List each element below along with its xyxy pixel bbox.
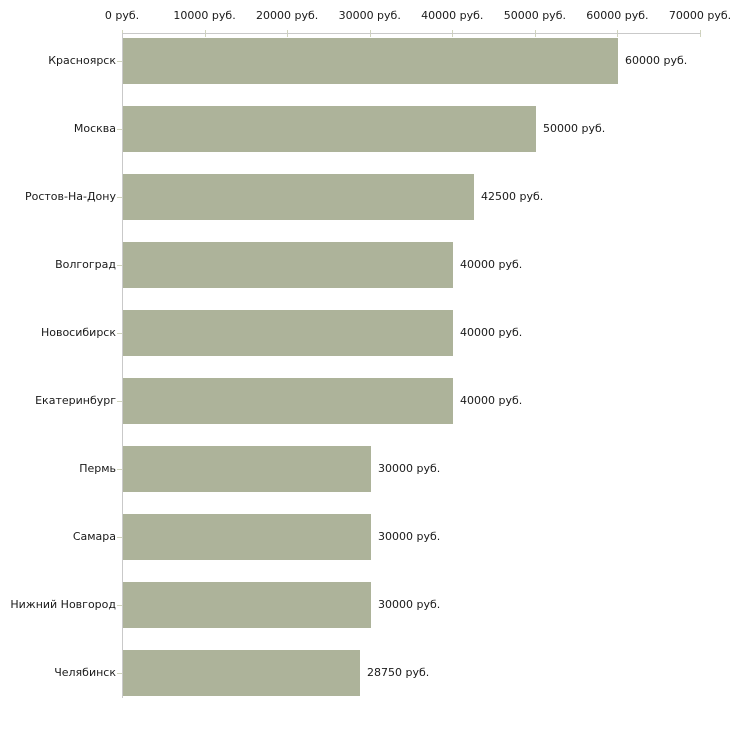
bar — [123, 174, 474, 220]
y-tick-mark — [117, 605, 122, 606]
value-label: 40000 руб. — [460, 258, 523, 271]
category-label: Екатеринбург — [35, 394, 116, 407]
x-tick-label: 40000 руб. — [421, 9, 484, 22]
category-label: Пермь — [79, 462, 116, 475]
value-label: 42500 руб. — [481, 190, 544, 203]
x-axis-line — [122, 33, 701, 34]
x-tick-label: 30000 руб. — [338, 9, 401, 22]
y-tick-mark — [117, 537, 122, 538]
y-tick-mark — [117, 673, 122, 674]
value-label: 60000 руб. — [625, 54, 688, 67]
value-label: 40000 руб. — [460, 326, 523, 339]
x-tick-label: 0 руб. — [104, 9, 140, 22]
value-label: 30000 руб. — [378, 462, 441, 475]
value-label: 50000 руб. — [543, 122, 606, 135]
bar — [123, 242, 453, 288]
x-tick-label: 60000 руб. — [586, 9, 649, 22]
x-tick-label: 50000 руб. — [503, 9, 566, 22]
y-tick-mark — [117, 401, 122, 402]
value-label: 30000 руб. — [378, 598, 441, 611]
y-tick-mark — [117, 333, 122, 334]
value-label: 30000 руб. — [378, 530, 441, 543]
bar — [123, 650, 360, 696]
value-label: 40000 руб. — [460, 394, 523, 407]
y-axis-line — [122, 33, 123, 698]
category-label: Волгоград — [55, 258, 116, 271]
bar — [123, 106, 536, 152]
category-label: Москва — [73, 122, 116, 135]
bar — [123, 514, 371, 560]
category-label: Ростов-На-Дону — [24, 190, 116, 203]
x-tick-label: 20000 руб. — [256, 9, 319, 22]
bar — [123, 310, 453, 356]
bar — [123, 446, 371, 492]
x-tick-label: 10000 руб. — [173, 9, 236, 22]
y-tick-mark — [117, 61, 122, 62]
bar — [123, 38, 618, 84]
category-label: Нижний Новгород — [10, 598, 116, 611]
y-tick-mark — [117, 265, 122, 266]
category-label: Самара — [72, 530, 116, 543]
y-tick-mark — [117, 197, 122, 198]
y-tick-mark — [117, 469, 122, 470]
category-label: Новосибирск — [40, 326, 116, 339]
x-tick-label: 70000 руб. — [668, 9, 730, 22]
bar — [123, 378, 453, 424]
value-label: 28750 руб. — [367, 666, 430, 679]
category-label: Красноярск — [48, 54, 116, 67]
y-tick-mark — [117, 129, 122, 130]
bar — [123, 582, 371, 628]
category-label: Челябинск — [54, 666, 116, 679]
